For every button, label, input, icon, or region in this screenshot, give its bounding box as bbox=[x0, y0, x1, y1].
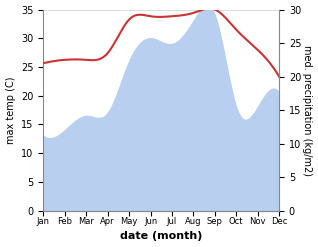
Y-axis label: med. precipitation (kg/m2): med. precipitation (kg/m2) bbox=[302, 45, 313, 176]
Y-axis label: max temp (C): max temp (C) bbox=[5, 76, 16, 144]
X-axis label: date (month): date (month) bbox=[120, 231, 203, 242]
